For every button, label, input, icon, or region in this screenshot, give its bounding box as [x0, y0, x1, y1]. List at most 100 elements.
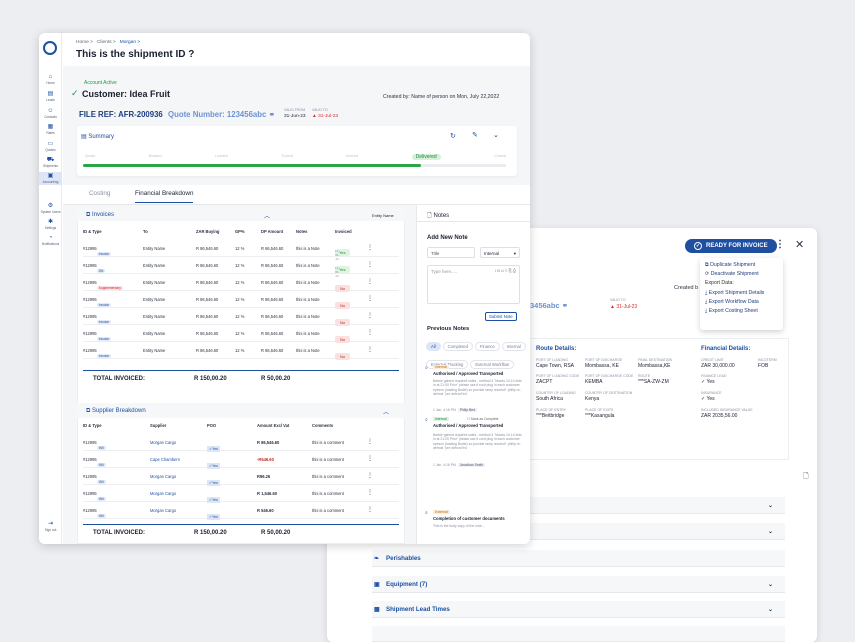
note-text-area[interactable]: Type here..... I B U ≡ ⎘ ⎙	[427, 265, 520, 304]
nav-sign-out[interactable]: ⇥ Sign out	[39, 521, 62, 532]
port-of-loading-code: ZACPT	[536, 379, 553, 385]
invoices-title: ⧉ Invoices	[86, 212, 114, 218]
place-of-entry: ***Beitbridge	[536, 413, 565, 419]
filter-finance[interactable]: Finance	[474, 342, 500, 351]
export-workflow-data-item[interactable]: ⤓ Export Workflow Data	[705, 298, 759, 305]
more-options-icon[interactable]: ⋮	[367, 347, 373, 353]
financial-details-title: Financial Details:	[701, 346, 751, 352]
field-label: PLACE OF EXITS	[585, 408, 614, 412]
tabs-bar	[63, 185, 530, 205]
table-row: #12995 DN Entity Name R 86,546.60 12 % R 86,…	[83, 257, 399, 278]
export-shipment-details-item[interactable]: ⤓ Export Shipment Details	[705, 289, 765, 296]
accounting-icon: ▣	[47, 173, 54, 179]
field-label: COUNTRY OF LOADING	[536, 391, 576, 395]
nav-accounting[interactable]: ▣ Accounting	[39, 172, 62, 185]
port-of-loading: Cape Town, RSA	[536, 363, 574, 369]
nav-shipments[interactable]: ⛟ Shipments	[39, 157, 62, 168]
box-icon: ▣	[374, 581, 380, 588]
file-ref: FILE REF: AFR-200936	[79, 110, 163, 119]
crumb-home[interactable]: Home >	[76, 40, 93, 45]
table-row: #12995 Invoice Entity Name R 86,546.60 12 %…	[83, 240, 399, 261]
accordion-lead-times[interactable]: ▦ Shipment Lead Times ⌄	[372, 601, 785, 618]
chevron-down-icon[interactable]: ⌄	[493, 132, 499, 139]
note-type-select[interactable]: Internal ▾	[480, 247, 520, 258]
rates-icon: ▦	[47, 124, 54, 130]
more-options-icon[interactable]: ⋮	[367, 296, 373, 302]
document-icon[interactable]: 🗋	[803, 473, 809, 480]
note-filter-chips: AllCompletedFinanceInternalExternal Trac…	[425, 335, 529, 371]
valid-to-label: VALID TO	[312, 108, 328, 112]
export-costing-sheet-item[interactable]: ⤓ Export Costing Sheet	[705, 307, 758, 314]
nav-notifications[interactable]: ◔ Notifications	[39, 235, 62, 246]
field-label: FINANCE LEAD	[701, 374, 727, 378]
more-options-icon[interactable]: ⋮	[367, 456, 373, 462]
refresh-icon[interactable]: ↻	[450, 133, 456, 140]
accounting-window: ⌂ Home ▤ Leads ☺ Contacts ▦ Rates ▭ Quotes ⛟ S…	[39, 33, 530, 544]
table-row: #12995 Supplementary Entity Name R 86,546.…	[83, 274, 399, 292]
nav-settings[interactable]: ✱ Settings	[39, 219, 62, 230]
more-options-icon[interactable]: ⋮	[367, 490, 373, 496]
supplier-card	[77, 403, 405, 544]
nav-leads[interactable]: ▤ Leads	[39, 91, 62, 102]
created-by: Created by: Name of person on Mon, July …	[383, 94, 500, 100]
route-value: ***SA-ZW-ZM	[638, 379, 669, 385]
accordion-equipment[interactable]: ▣ Equipment (7) ⌄	[372, 576, 785, 593]
crumb-morgan[interactable]: Morgan >	[119, 40, 141, 45]
field-label: CREDIT LIMIT	[701, 358, 724, 362]
more-options-icon[interactable]: ⋮	[367, 279, 373, 285]
more-options-icon[interactable]: ⋮	[367, 262, 373, 268]
nav-system-users[interactable]: ⚙ System Users	[40, 203, 61, 214]
note-title-input[interactable]: Title	[427, 247, 475, 258]
duplicate-shipment-item[interactable]: ⧉ Duplicate Shipment	[705, 262, 756, 268]
check-icon: ✓	[71, 88, 79, 98]
more-options-icon[interactable]: ⋮	[367, 330, 373, 336]
collapse-icon[interactable]: ︿	[264, 214, 271, 220]
more-options-icon[interactable]: ⋮	[367, 313, 373, 319]
shipment-detail-window: ✓ READY FOR INVOICE ⋮ ✕ ⧉ Duplicate Shipm…	[327, 228, 817, 642]
more-options-icon[interactable]: ⋮	[367, 245, 373, 251]
filter-all[interactable]: All	[426, 342, 441, 351]
insurance: ✓ Yes	[701, 396, 715, 402]
tab-financial-breakdown[interactable]: Financial Breakdown	[135, 190, 194, 203]
nav-home[interactable]: ⌂ Home	[39, 74, 62, 85]
notes-header: 🗋 Notes	[417, 205, 530, 222]
credit-limit: ZAR 30,000.00	[701, 363, 735, 369]
bell-icon: ◔	[48, 235, 53, 241]
more-options-icon[interactable]: ⋮	[367, 507, 373, 513]
created-by-fragment: Created b	[674, 285, 699, 291]
table-row: #12995 Invoice Entity Name R 86,546.60 12 %…	[83, 291, 399, 309]
entity-filter[interactable]: Entity Name	[372, 213, 394, 218]
crumb-clients[interactable]: Clients >	[96, 40, 116, 45]
filter-internal[interactable]: Internal	[501, 342, 526, 351]
edit-icon[interactable]: ✎	[472, 132, 478, 139]
accordion-row[interactable]	[372, 626, 785, 642]
more-options-icon[interactable]: ⋮	[775, 239, 785, 250]
nav-rates[interactable]: ▦ Rates	[39, 124, 62, 135]
collapse-icon[interactable]: ︿	[383, 410, 390, 416]
filter-completed[interactable]: Completed	[442, 342, 473, 351]
breadcrumb: Home > Clients > Morgan >	[76, 40, 140, 45]
field-label: ROUTE	[638, 374, 651, 378]
deactivate-shipment-item[interactable]: ⟳ Deactivate Shipment	[705, 271, 759, 278]
more-options-icon[interactable]: ⋮	[367, 439, 373, 445]
close-icon[interactable]: ✕	[795, 239, 805, 251]
accordion-perishables[interactable]: ❧ Perishables	[372, 550, 785, 567]
ready-for-invoice-button[interactable]: ✓ READY FOR INVOICE	[685, 239, 777, 253]
more-options-icon[interactable]: ⋮	[367, 473, 373, 479]
tab-costing[interactable]: Costing	[89, 190, 111, 197]
nav-contacts[interactable]: ☺ Contacts	[39, 108, 62, 119]
sign-out-icon: ⇥	[47, 521, 54, 527]
filter-external-workflow[interactable]: External Workflow	[470, 360, 515, 369]
field-label: PORT OF LOADING CODE	[536, 374, 580, 378]
submit-note-button[interactable]: Submit Note	[485, 312, 517, 321]
mark-complete-checkbox[interactable]: ☐ Mark as Complete	[467, 417, 499, 421]
options-dropdown: ⧉ Duplicate Shipment ⟳ Deactivate Shipme…	[700, 258, 783, 330]
nav-quotes[interactable]: ▭ Quotes	[39, 141, 62, 152]
progress-stages: Quote Booked Loaded Transit Arrived Delivered…	[85, 154, 506, 160]
supplier-header	[77, 403, 405, 418]
page-header: Home > Clients > Morgan > This is the sh…	[63, 33, 530, 66]
